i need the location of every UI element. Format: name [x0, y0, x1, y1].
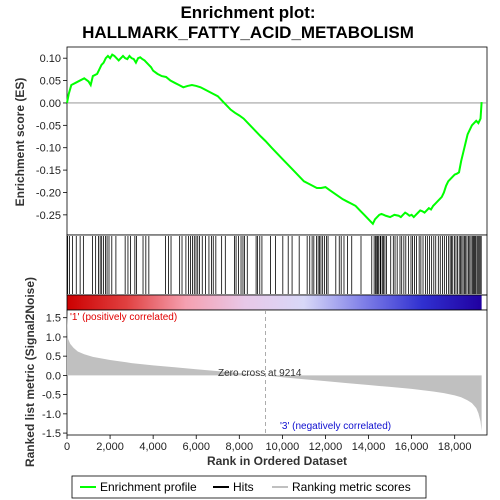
- xtick-label: 18,000: [438, 441, 472, 453]
- es-y-axis: 0.10 0.05 0.00 -0.05 -0.10 -0.15 -0.20 -0.25: [36, 53, 67, 222]
- xtick-label: 16,000: [395, 441, 429, 453]
- es-ytick-label: 0.00: [40, 98, 61, 110]
- metric-ytick-label: -1.5: [42, 428, 61, 440]
- es-ylabel: Enrichment score (ES): [13, 78, 27, 207]
- legend-label-metric: Ranking metric scores: [292, 480, 411, 494]
- es-ytick-label: -0.15: [36, 165, 61, 177]
- xtick-label: 14,000: [352, 441, 386, 453]
- metric-ytick-label: -1.0: [42, 409, 61, 421]
- metric-ytick-label: 1.0: [46, 332, 61, 344]
- legend-frame: [71, 475, 427, 499]
- enrichment-profile-line: [66, 53, 483, 226]
- es-panel-frame: [66, 46, 488, 236]
- ranking-metric-area: [67, 313, 482, 432]
- positive-correlation-label: '1' (positively correlated): [70, 312, 177, 323]
- xtick-label: 10,000: [266, 441, 300, 453]
- xtick-label: 6,000: [182, 441, 210, 453]
- es-ytick-label: -0.25: [36, 210, 61, 222]
- metric-ylabel: Ranked list metric (Signal2Noise): [23, 277, 37, 467]
- es-ytick-label: -0.10: [36, 143, 61, 155]
- metric-ytick-label: 1.5: [46, 313, 61, 325]
- ranking-heatmap-bar: [67, 295, 482, 310]
- xtick-label: 0: [64, 441, 70, 453]
- x-axis-label: Rank in Ordered Dataset: [207, 454, 347, 468]
- negative-correlation-label: '3' (negatively correlated): [280, 421, 391, 432]
- metric-ytick-label: -0.5: [42, 390, 61, 402]
- es-ytick-label: -0.20: [36, 187, 61, 199]
- x-axis: 0 2,000 4,000 6,000 8,000 10,000 12,000 14,000 1…: [64, 435, 472, 453]
- xtick-label: 8,000: [226, 441, 254, 453]
- es-ytick-label: 0.10: [40, 53, 61, 65]
- chart-title-line1: Enrichment plot:: [180, 3, 315, 22]
- legend: Enrichment profile Hits Ranking metric s…: [71, 475, 427, 499]
- metric-ytick-label: 0.0: [46, 370, 61, 382]
- xtick-label: 2,000: [96, 441, 124, 453]
- xtick-label: 12,000: [309, 441, 343, 453]
- legend-label-enrichment: Enrichment profile: [100, 480, 197, 494]
- hits-panel-frame: [66, 234, 488, 296]
- legend-label-hits: Hits: [233, 480, 254, 494]
- hit-markers: [67, 236, 482, 294]
- metric-y-axis: 1.5 1.0 0.5 0.0 -0.5 -1.0 -1.5: [42, 313, 67, 440]
- chart-title-line2: HALLMARK_FATTY_ACID_METABOLISM: [82, 23, 414, 42]
- metric-ytick-label: 0.5: [46, 351, 61, 363]
- xtick-label: 4,000: [139, 441, 167, 453]
- es-ytick-label: -0.05: [36, 120, 61, 132]
- es-ytick-label: 0.05: [40, 76, 61, 88]
- zero-cross-label: Zero cross at 9214: [218, 368, 302, 379]
